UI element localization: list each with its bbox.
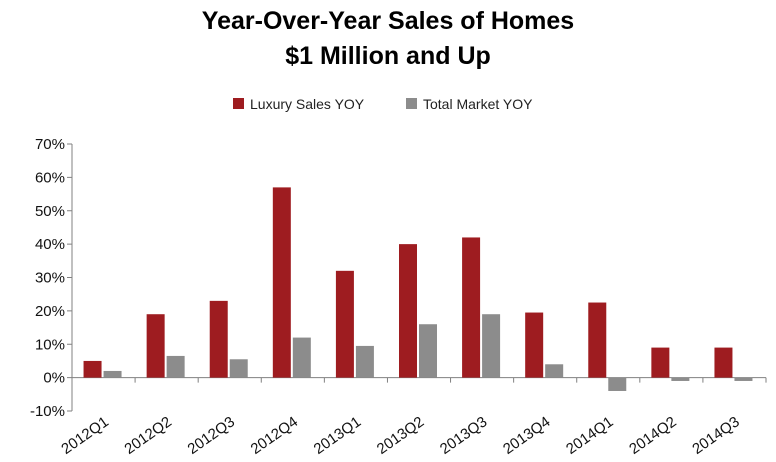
y-tick-label: 50%: [35, 203, 65, 220]
legend-item-2: Total Market YOY: [406, 96, 533, 112]
chart-title: Year-Over-Year Sales of Homes $1 Million…: [202, 7, 574, 70]
y-tick-label: 0%: [43, 370, 65, 387]
legend-item-1: Luxury Sales YOY: [233, 96, 365, 112]
x-tick-labels: 2012Q1 2012Q2 2012Q3 2012Q4 2013Q1 2013Q2 2013…: [58, 413, 742, 458]
legend-swatch-2: [406, 98, 417, 109]
bar-luxury-2013Q3: [462, 237, 481, 378]
y-tick-label: 40%: [35, 236, 65, 253]
legend-swatch-1: [233, 98, 244, 109]
x-tick-label: 2014Q1: [563, 413, 616, 458]
bars: [83, 187, 753, 391]
bar-luxury-2013Q1: [335, 270, 354, 378]
x-tick-label: 2012Q4: [248, 413, 301, 458]
y-tick-label: 30%: [35, 270, 65, 287]
bar-luxury-2014Q2: [651, 347, 670, 378]
bar-luxury-2014Q1: [588, 302, 607, 378]
axes: -10% 0% 10% 20% 30% 40% 50% 60% 70%: [30, 136, 767, 420]
x-tick-label: 2013Q4: [500, 413, 553, 458]
bar-luxury-2013Q4: [525, 312, 544, 378]
x-tick-label: 2012Q1: [58, 413, 111, 458]
y-tick-label: -10%: [30, 403, 65, 420]
bar-luxury-2012Q2: [146, 314, 165, 378]
y-tick-label: 20%: [35, 303, 65, 320]
bar-total-2013Q1: [355, 345, 374, 378]
x-tick-label: 2013Q1: [311, 413, 364, 458]
y-tick-label: 70%: [35, 136, 65, 153]
bar-total-2012Q2: [166, 355, 185, 378]
bar-total-2013Q3: [482, 314, 501, 378]
bar-total-2014Q3: [734, 377, 753, 381]
bar-total-2014Q1: [608, 377, 627, 391]
bar-luxury-2012Q4: [272, 187, 291, 378]
y-tick-label: 60%: [35, 169, 65, 186]
x-tick-label: 2014Q3: [689, 413, 742, 458]
x-tick-label: 2013Q3: [437, 413, 490, 458]
bar-total-2012Q1: [103, 370, 122, 378]
x-tick-label: 2012Q3: [185, 413, 238, 458]
bar-total-2014Q2: [671, 377, 690, 381]
legend: Luxury Sales YOY Total Market YOY: [233, 96, 533, 112]
chart-title-line-1: Year-Over-Year Sales of Homes: [202, 7, 574, 35]
bar-luxury-2014Q3: [714, 347, 733, 378]
y-tick-label: 10%: [35, 336, 65, 353]
legend-label-2: Total Market YOY: [423, 96, 533, 112]
chart-title-line-2: $1 Million and Up: [285, 42, 491, 70]
bar-luxury-2012Q3: [209, 300, 228, 378]
legend-label-1: Luxury Sales YOY: [250, 96, 365, 112]
bar-total-2012Q4: [292, 337, 311, 378]
bar-total-2012Q3: [229, 359, 248, 378]
bar-luxury-2013Q2: [399, 244, 417, 378]
bar-total-2013Q4: [545, 364, 564, 378]
x-tick-label: 2014Q2: [626, 413, 679, 458]
x-tick-label: 2012Q2: [121, 413, 174, 458]
x-tick-label: 2013Q2: [374, 413, 427, 458]
bar-total-2013Q2: [419, 324, 437, 378]
bar-luxury-2012Q1: [83, 360, 102, 378]
